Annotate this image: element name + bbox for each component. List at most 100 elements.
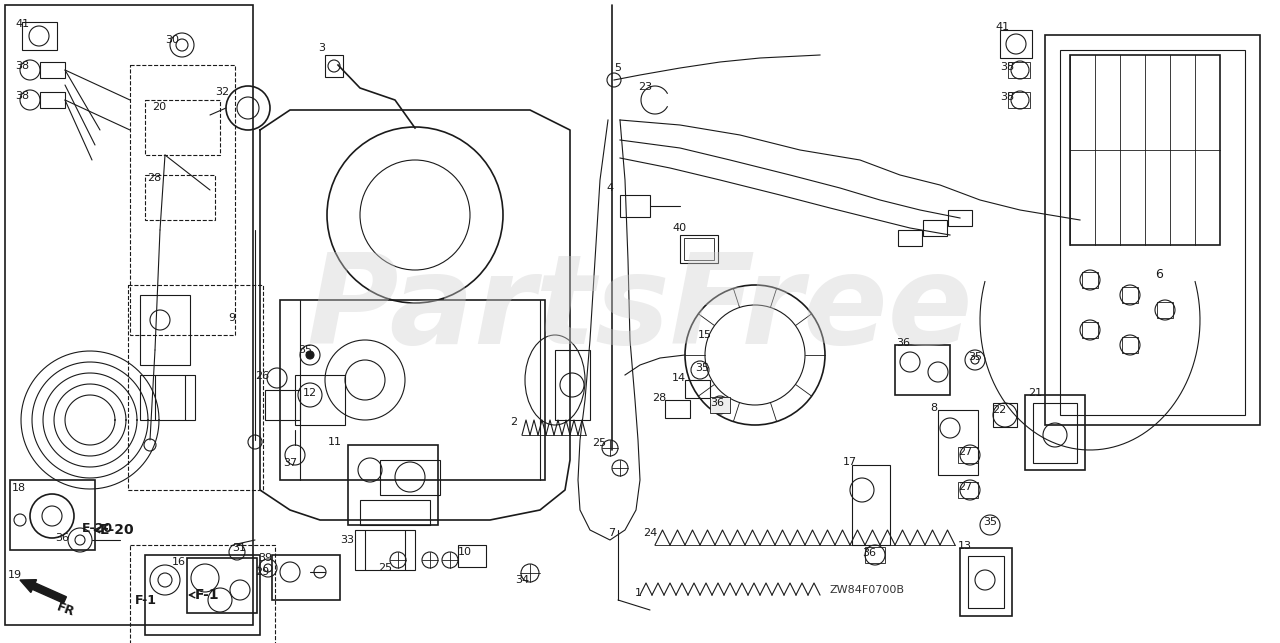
Bar [993,403,1018,427]
Text: 32: 32 [215,87,229,97]
Text: 38: 38 [1000,92,1014,102]
Text: 27: 27 [957,482,973,492]
Text: 36: 36 [55,533,69,543]
Text: E-20: E-20 [100,523,134,537]
Bar [1070,55,1220,245]
Text: 16: 16 [172,557,186,567]
Bar [923,220,947,236]
Text: 1: 1 [635,588,643,598]
Bar [710,397,730,413]
Text: 20: 20 [152,102,166,112]
Bar [1123,337,1138,353]
Text: 19: 19 [8,570,22,580]
Text: 6: 6 [1155,269,1162,282]
Bar [865,547,884,563]
Text: 22: 22 [992,405,1006,415]
Bar [680,235,718,263]
Bar [40,92,65,108]
Text: 2: 2 [509,417,517,427]
Bar [131,65,236,335]
Bar [458,545,486,567]
Text: FR: FR [55,601,77,619]
Bar [1060,50,1245,415]
Bar [1157,302,1172,318]
Text: 17: 17 [844,457,858,467]
Bar [5,5,253,625]
Bar [1025,395,1085,470]
Text: ZW84F0700B: ZW84F0700B [829,585,905,595]
Bar [10,480,95,550]
Bar [852,465,890,545]
Bar [556,350,590,420]
Text: 15: 15 [698,330,712,340]
Text: 13: 13 [957,541,972,551]
Text: 39: 39 [259,553,273,563]
Text: 9: 9 [228,313,236,323]
Text: 25: 25 [378,563,392,573]
Bar [895,345,950,395]
Text: 40: 40 [672,223,686,233]
Bar [968,556,1004,608]
Bar [666,400,690,418]
Bar [938,410,978,475]
Bar [145,175,215,220]
Text: 38: 38 [1000,62,1014,72]
Text: 34: 34 [515,575,529,585]
Text: 10: 10 [458,547,472,557]
Text: 12: 12 [303,388,317,398]
Bar [960,548,1012,616]
Text: 38: 38 [15,91,29,101]
Text: 14: 14 [672,373,686,383]
Bar [957,447,978,463]
Text: 3: 3 [317,43,325,53]
Text: 41: 41 [15,19,29,29]
Bar [294,375,346,425]
Bar [380,460,440,495]
Text: 31: 31 [232,543,246,553]
Text: 28: 28 [652,393,667,403]
Bar [40,62,65,78]
Bar [325,55,343,77]
Bar [948,210,972,226]
Text: 21: 21 [1028,388,1042,398]
Bar [685,380,710,398]
Bar [140,375,195,420]
Text: 41: 41 [995,22,1009,32]
Text: 36: 36 [861,548,876,558]
Bar [1082,272,1098,288]
Text: 5: 5 [614,63,621,73]
Text: 33: 33 [340,535,355,545]
FancyArrow shape [20,580,67,603]
Text: 29: 29 [255,567,269,577]
Text: 26: 26 [255,371,269,381]
Bar [273,555,340,600]
Text: 27: 27 [957,447,973,457]
Bar [360,500,430,525]
Circle shape [14,514,26,526]
Circle shape [306,351,314,359]
Bar [280,300,545,480]
Text: 36: 36 [710,398,724,408]
Bar [348,445,438,525]
Text: 35: 35 [983,517,997,527]
Text: 24: 24 [643,528,657,538]
Text: F-1: F-1 [134,593,157,606]
Bar [128,285,262,490]
Text: 35: 35 [298,345,312,355]
Text: 8: 8 [931,403,937,413]
Text: 36: 36 [896,338,910,348]
Text: 4: 4 [605,183,613,193]
Bar [1000,30,1032,58]
Text: 35: 35 [968,352,982,362]
Bar [957,482,978,498]
Bar [1009,92,1030,108]
Text: 28: 28 [147,173,161,183]
Bar [355,530,415,570]
Text: 11: 11 [328,437,342,447]
Bar [145,555,260,635]
Bar [620,195,650,217]
Bar [899,230,922,246]
Bar [145,100,220,155]
Bar [1033,403,1076,463]
Text: F-1: F-1 [195,588,220,602]
